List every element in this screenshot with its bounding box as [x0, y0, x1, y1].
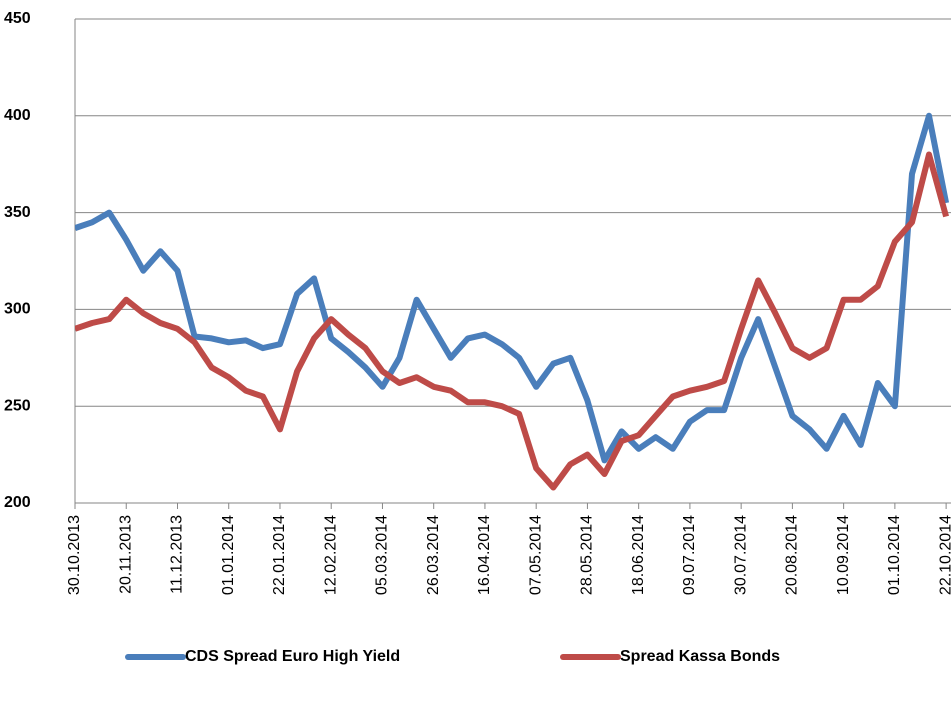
- y-tick-label: 400: [4, 107, 31, 124]
- x-tick-label: 18.06.2014: [630, 515, 647, 595]
- x-tick-label: 22.10.2014: [937, 515, 951, 595]
- x-tick-label: 09.07.2014: [681, 515, 698, 595]
- legend-label: CDS Spread Euro High Yield: [185, 648, 400, 665]
- x-tick-label: 22.01.2014: [271, 515, 288, 595]
- x-tick-label: 16.04.2014: [476, 515, 493, 595]
- x-tick-label: 01.10.2014: [886, 515, 903, 595]
- x-tick-label: 20.11.2013: [117, 515, 134, 594]
- x-tick-label: 10.09.2014: [835, 515, 852, 595]
- series-line: [75, 112, 950, 464]
- x-tick-label: 26.03.2014: [425, 515, 442, 595]
- x-tick-label: 12.02.2014: [322, 515, 339, 595]
- y-tick-label: 350: [4, 204, 31, 221]
- plot-area: [75, 112, 950, 491]
- x-tick-label: 01.01.2014: [220, 515, 237, 595]
- x-tick-label: 05.03.2014: [374, 515, 391, 595]
- y-tick-label: 450: [4, 10, 31, 27]
- x-tick-label: 28.05.2014: [579, 515, 596, 595]
- x-tick-label: 11.12.2013: [169, 515, 186, 594]
- x-tick-label: 07.05.2014: [527, 515, 544, 595]
- x-tick-label: 30.07.2014: [732, 515, 749, 595]
- x-tick-label: 30.10.2013: [66, 515, 83, 595]
- legend-label: Spread Kassa Bonds: [620, 648, 780, 665]
- y-tick-label: 200: [4, 494, 31, 511]
- series-line: [75, 151, 949, 491]
- x-tick-label: 20.08.2014: [784, 515, 801, 595]
- y-tick-label: 250: [4, 397, 31, 414]
- y-tick-label: 300: [4, 301, 31, 318]
